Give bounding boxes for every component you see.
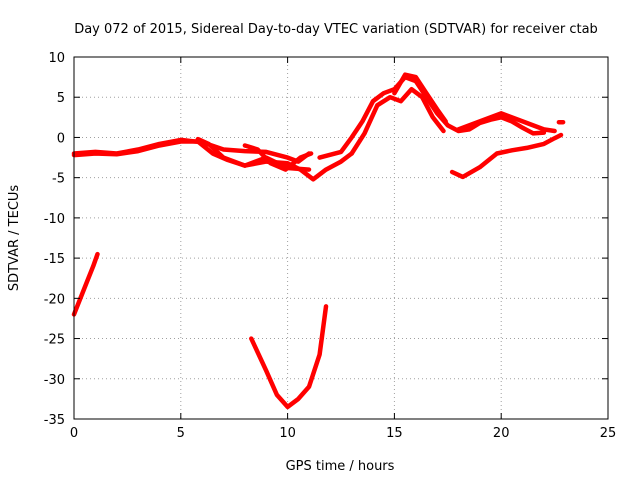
- y-tick-label: -15: [44, 252, 65, 267]
- series-track-12: [452, 135, 561, 177]
- y-tick-label: 5: [57, 91, 65, 106]
- y-tick-label: 10: [48, 51, 65, 66]
- x-tick-label: 25: [600, 426, 617, 441]
- y-tick-label: -25: [44, 333, 65, 348]
- grid: [74, 57, 608, 419]
- plot-frame: [74, 57, 608, 419]
- series-layer: [74, 75, 563, 407]
- y-tick-label: -5: [52, 172, 65, 187]
- x-tick-label: 10: [279, 426, 296, 441]
- x-tick-label: 5: [177, 426, 185, 441]
- series-track-6: [251, 306, 326, 407]
- series-track-1: [74, 254, 98, 314]
- y-tick-label: -30: [44, 373, 65, 388]
- x-axis-title: GPS time / hours: [286, 459, 395, 474]
- y-tick-label: -35: [44, 413, 65, 428]
- y-tick-label: -20: [44, 292, 65, 307]
- y-tick-label: -10: [44, 212, 65, 227]
- y-axis-title: SDTVAR / TECUs: [7, 185, 22, 292]
- chart-root: Day 072 of 2015, Sidereal Day-to-day VTE…: [0, 0, 640, 480]
- x-tick-label: 20: [493, 426, 510, 441]
- sdtvar-chart: Day 072 of 2015, Sidereal Day-to-day VTE…: [0, 0, 640, 480]
- x-tick-label: 0: [70, 426, 78, 441]
- chart-title: Day 072 of 2015, Sidereal Day-to-day VTE…: [74, 22, 598, 37]
- y-tick-label: 0: [57, 131, 65, 146]
- ticks: 0 5 10 15 20 25 10 5 0 -5 -10 -15 -20 -25 -30 -35: [44, 51, 617, 441]
- x-tick-label: 15: [386, 426, 403, 441]
